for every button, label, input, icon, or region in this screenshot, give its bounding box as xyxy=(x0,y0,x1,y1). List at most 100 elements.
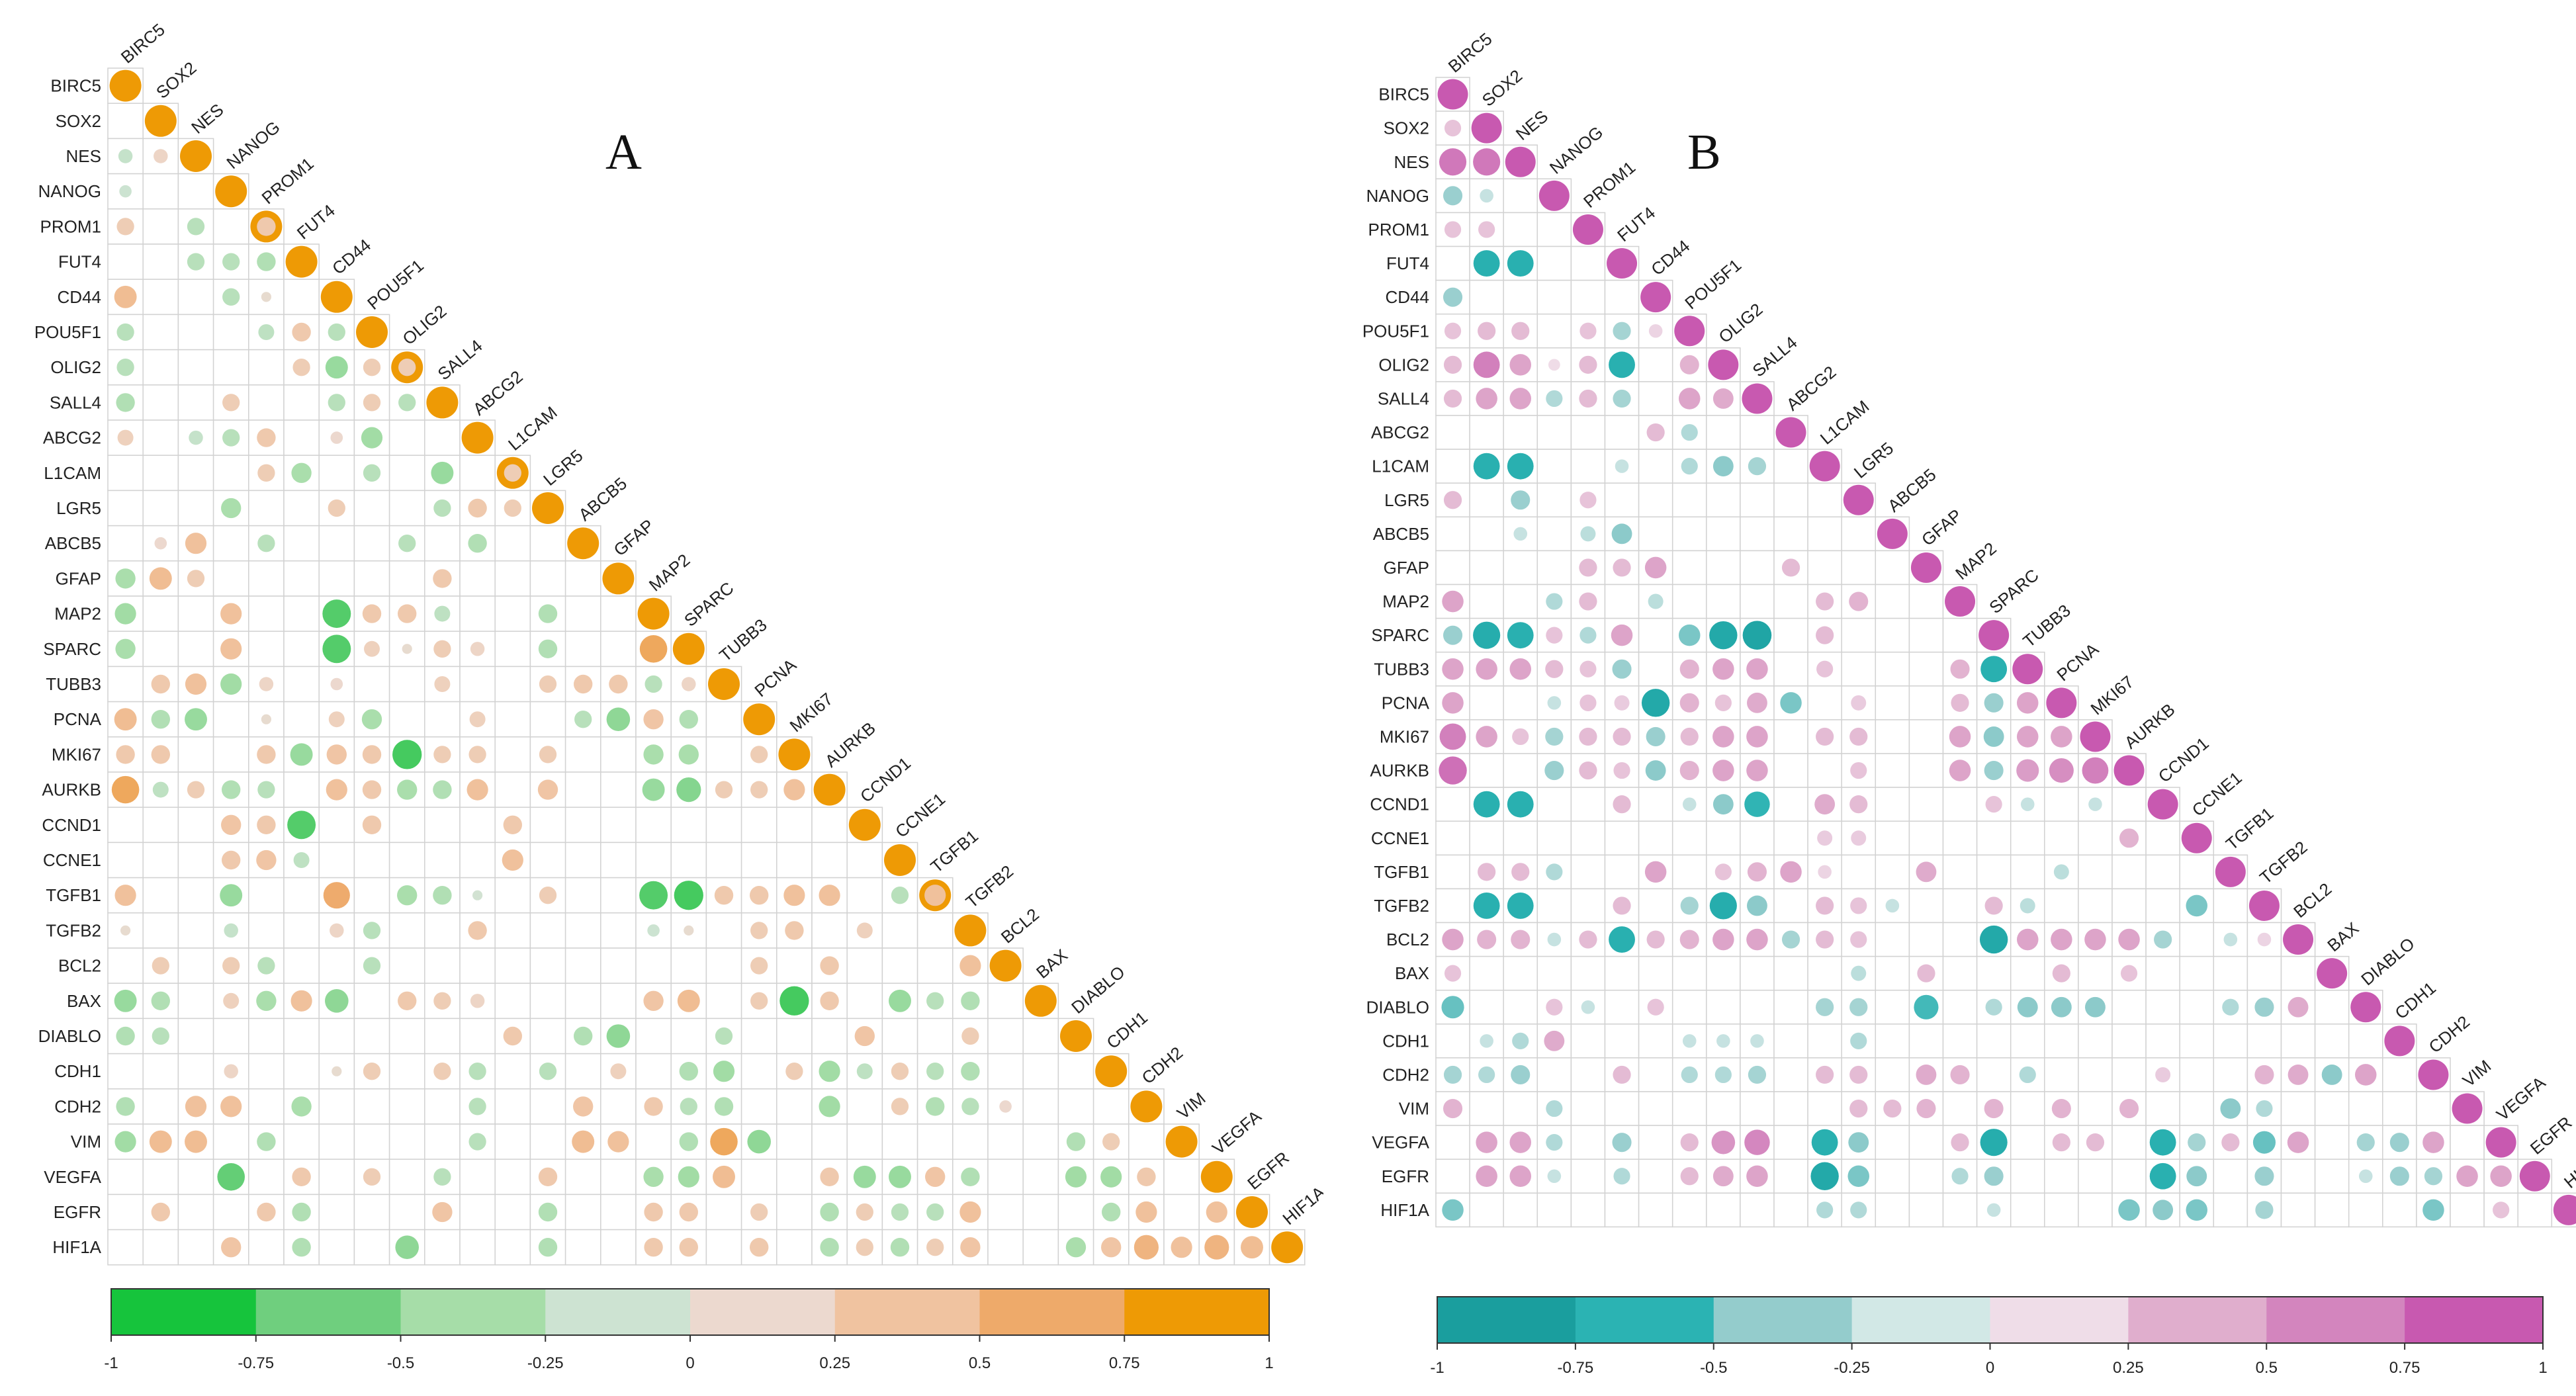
correlation-circle-diagonal xyxy=(672,633,705,665)
correlation-circle xyxy=(1816,930,1834,949)
correlation-circle xyxy=(2016,759,2039,782)
correlation-circle xyxy=(2254,1065,2274,1084)
correlation-circle xyxy=(222,253,240,271)
grid-cell xyxy=(2010,1091,2045,1126)
grid-cell xyxy=(2280,1091,2316,1126)
grid-cell xyxy=(388,912,425,949)
grid-cell xyxy=(1638,888,1673,924)
grid-cell xyxy=(388,842,425,879)
correlation-circle-diagonal xyxy=(426,386,459,419)
row-label-mki67: MKI67 xyxy=(1380,726,1429,746)
correlation-circle xyxy=(961,991,980,1010)
correlation-circle xyxy=(1442,590,1464,613)
grid-cell xyxy=(1706,1091,1741,1126)
correlation-circle xyxy=(2155,1067,2171,1082)
grid-cell xyxy=(2348,1192,2383,1228)
grid-cell xyxy=(1604,1024,1640,1059)
correlation-circle xyxy=(1680,727,1699,746)
grid-cell xyxy=(2145,854,2180,890)
correlation-circle xyxy=(643,1166,664,1187)
column-label-tgfb2: TGFB2 xyxy=(2256,837,2311,888)
correlation-circle xyxy=(2020,898,2035,914)
grid-cell xyxy=(2078,854,2113,890)
correlation-circle xyxy=(891,1098,909,1115)
grid-cell xyxy=(635,1053,672,1090)
grid-cell xyxy=(494,1123,531,1160)
grid-cell xyxy=(1604,955,1640,991)
grid-cell xyxy=(1536,550,1572,586)
row-label-map2: MAP2 xyxy=(1382,591,1429,611)
correlation-circle xyxy=(1712,658,1734,680)
correlation-circle xyxy=(961,1167,980,1186)
correlation-circle xyxy=(332,1066,342,1076)
correlation-circle xyxy=(750,1203,768,1221)
correlation-circle xyxy=(643,744,664,765)
correlation-circle xyxy=(1507,791,1534,818)
grid-cell xyxy=(1503,212,1538,247)
grid-cell xyxy=(1570,854,1606,890)
grid-cell xyxy=(1638,787,1673,822)
correlation-circle xyxy=(1473,351,1500,378)
correlation-circle xyxy=(328,394,345,412)
grid-cell xyxy=(248,1088,285,1125)
grid-cell xyxy=(2179,955,2215,991)
correlation-circle xyxy=(1850,762,1867,779)
grid-cell xyxy=(1570,1091,1606,1126)
grid-cell xyxy=(1773,482,1808,518)
grid-cell xyxy=(212,455,249,492)
correlation-circle xyxy=(433,640,451,658)
correlation-circle xyxy=(363,359,381,376)
grid-cell xyxy=(424,1229,461,1266)
correlation-circle xyxy=(328,711,345,728)
correlation-circle xyxy=(152,781,169,798)
correlation-circle xyxy=(433,886,452,905)
correlation-circle xyxy=(1850,1201,1867,1219)
grid-cell xyxy=(2179,922,2215,957)
correlation-circle xyxy=(1985,796,2002,813)
grid-cell xyxy=(987,1123,1024,1160)
correlation-circle xyxy=(1613,727,1631,746)
row-label-aurkb: AURKB xyxy=(42,780,101,800)
grid-cell xyxy=(424,1123,461,1160)
grid-cell xyxy=(318,1229,355,1266)
grid-cell xyxy=(494,701,531,738)
row-label-cd44: CD44 xyxy=(58,287,101,307)
correlation-circle xyxy=(1747,862,1767,882)
grid-cell xyxy=(600,1158,637,1196)
correlation-circle xyxy=(1950,1065,1970,1084)
grid-cell xyxy=(1706,482,1741,518)
correlation-circle xyxy=(1714,694,1732,711)
grid-cell xyxy=(248,877,285,914)
grid-cell xyxy=(1536,212,1572,247)
correlation-circle xyxy=(1509,354,1532,376)
column-label-tgfb1: TGFB1 xyxy=(926,826,981,877)
correlation-circle xyxy=(222,850,241,870)
correlation-circle xyxy=(433,780,452,799)
correlation-circle xyxy=(1611,624,1633,646)
grid-cell xyxy=(1773,888,1808,924)
correlation-circle xyxy=(785,921,804,940)
correlation-circle xyxy=(363,464,381,482)
correlation-circle xyxy=(221,1237,242,1258)
grid-cell xyxy=(177,807,214,844)
correlation-circle xyxy=(538,1167,558,1186)
grid-cell xyxy=(2450,1125,2485,1160)
row-label-nes: NES xyxy=(1394,152,1429,172)
correlation-circle-diagonal xyxy=(884,844,916,876)
correlation-circle xyxy=(1171,1237,1192,1258)
colorbar-tick-label: 1 xyxy=(2538,1359,2547,1377)
grid-cell xyxy=(142,595,179,632)
grid-cell xyxy=(1841,617,1877,653)
grid-cell xyxy=(1604,415,1640,450)
grid-cell xyxy=(494,631,531,668)
grid-cell xyxy=(564,947,601,984)
grid-cell xyxy=(142,807,179,844)
grid-cell xyxy=(1604,888,1640,924)
correlation-circle xyxy=(328,499,345,517)
correlation-circle xyxy=(1680,1167,1699,1186)
grid-cell xyxy=(564,736,601,773)
correlation-circle xyxy=(1644,861,1667,883)
row-label-sall4: SALL4 xyxy=(50,392,101,412)
grid-cell xyxy=(1570,1024,1606,1059)
correlation-circle xyxy=(116,323,134,341)
